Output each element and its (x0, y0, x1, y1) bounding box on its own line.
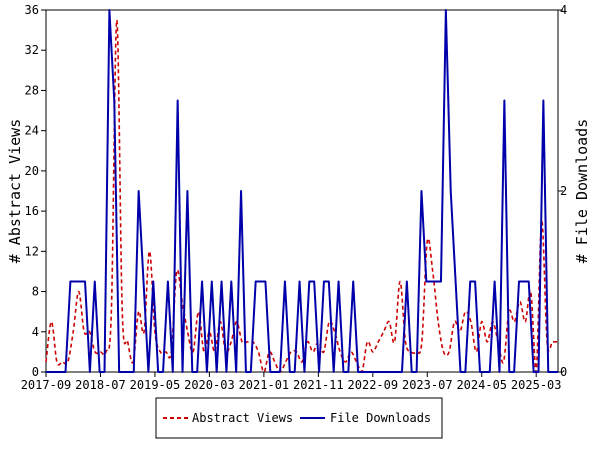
legend-box (155, 397, 443, 439)
series-line-abstract-views (45, 19, 558, 373)
y-left-tick-label: 16 (25, 204, 39, 218)
y-left-tick-label: 24 (25, 124, 39, 138)
x-tick-label: 2017-09 (21, 378, 72, 392)
series-line-file-downloads (46, 9, 558, 373)
legend-label-abstract-views: Abstract Views (192, 411, 293, 425)
x-tick-label: 2023-07 (402, 378, 453, 392)
x-tick-label: 2025-03 (511, 378, 562, 392)
series-layer (45, 9, 558, 373)
y-left-tick-label: 12 (25, 244, 39, 258)
y-left-ticks: 0 4 8 12 16 20 24 28 32 36 (25, 3, 46, 379)
y-left-tick-label: 4 (32, 325, 39, 339)
x-tick-label: 2018-07 (75, 378, 126, 392)
legend: Abstract Views File Downloads (155, 397, 443, 439)
x-tick-label: 2024-05 (456, 378, 507, 392)
x-tick-label: 2022-09 (348, 378, 399, 392)
y-left-tick-label: 32 (25, 43, 39, 57)
legend-label-file-downloads: File Downloads (330, 411, 431, 425)
x-ticks: 2017-09 2018-07 2019-05 2020-03 2021-01 2021-… (21, 372, 562, 392)
y-left-tick-label: 0 (32, 365, 39, 379)
y-right-tick-label: 0 (560, 365, 567, 379)
y-right-tick-label: 2 (560, 184, 567, 198)
x-tick-label: 2020-03 (184, 378, 235, 392)
y-left-tick-label: 8 (32, 285, 39, 299)
y-left-tick-label: 20 (25, 164, 39, 178)
y-right-tick-label: 4 (560, 3, 567, 17)
y-right-axis-title: # File Downloads (573, 119, 591, 264)
y-right-ticks: 0 2 4 (558, 3, 567, 379)
y-left-axis-title: # Abstract Views (6, 119, 24, 264)
y-left-tick-label: 28 (25, 83, 39, 97)
x-tick-label: 2021-01 (239, 378, 290, 392)
y-left-tick-label: 36 (25, 3, 39, 17)
x-tick-label: 2021-11 (293, 378, 344, 392)
x-tick-label: 2019-05 (130, 378, 181, 392)
